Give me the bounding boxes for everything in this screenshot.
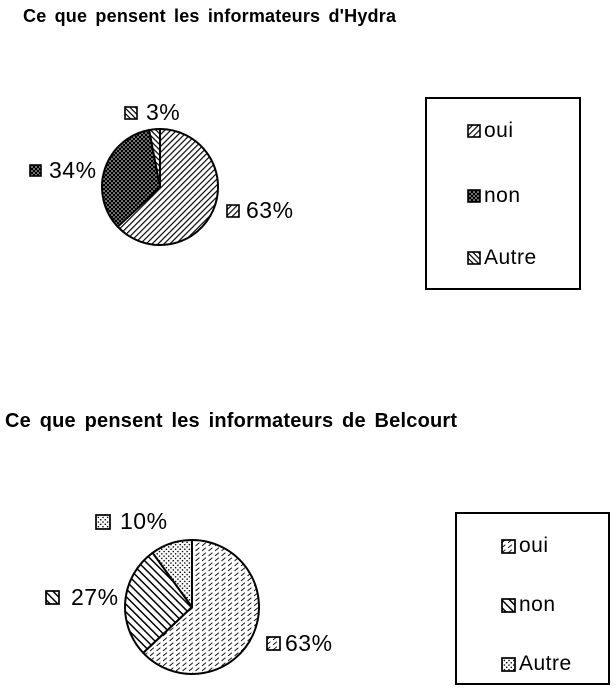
data-label-belcourt-non: 27% (45, 584, 119, 611)
legend-hydra: oui non Autre (425, 97, 581, 290)
legend-item-oui: oui (467, 118, 514, 144)
legend-label: Autre (519, 652, 572, 675)
legend-item-oui: oui (501, 533, 549, 559)
non-swatch-icon (501, 597, 516, 613)
autre-swatch-icon (124, 105, 138, 120)
pie-slice-Autre (148, 128, 161, 188)
pie-slice-Autre (151, 539, 193, 608)
data-label-text: 34% (49, 157, 97, 183)
data-label-hydra-oui: 63% (226, 197, 294, 224)
data-label-text: 63% (246, 197, 294, 223)
chart-title-hydra: Ce que pensent les informateurs d'Hydra (23, 6, 397, 26)
legend-label: Autre (484, 246, 537, 269)
pie-slice-non (101, 129, 161, 228)
non-swatch-icon (45, 590, 60, 605)
oui-swatch-icon (467, 124, 481, 138)
data-label-hydra-non: 34% (29, 157, 97, 184)
data-label-hydra-autre: 3% (124, 99, 180, 126)
pie-chart-belcourt (124, 539, 260, 675)
data-label-text: 10% (120, 508, 168, 534)
legend-item-autre: Autre (501, 651, 572, 677)
data-label-belcourt-autre: 10% (95, 508, 168, 535)
pie-chart-hydra (101, 128, 219, 246)
autre-swatch-icon (501, 656, 516, 672)
legend-label: non (519, 593, 556, 616)
pie-slice-oui (116, 128, 219, 246)
autre-swatch-icon (467, 251, 481, 265)
non-swatch-icon (467, 189, 481, 203)
legend-belcourt: oui non Autre (455, 512, 610, 685)
autre-swatch-icon (95, 513, 111, 530)
legend-item-autre: Autre (467, 245, 537, 271)
chart-title-belcourt: Ce que pensent les informateurs de Belco… (5, 410, 458, 432)
oui-swatch-icon (266, 636, 281, 651)
legend-label: non (484, 184, 521, 207)
data-label-text: 27% (71, 584, 119, 610)
legend-item-non: non (501, 592, 556, 618)
data-label-text: 3% (146, 99, 181, 125)
legend-label: oui (484, 119, 514, 142)
data-label-text: 63% (285, 630, 333, 656)
pie-slice-non (124, 551, 193, 654)
legend-label: oui (519, 534, 549, 557)
legend-item-non: non (467, 183, 521, 209)
data-label-belcourt-oui: 63% (266, 630, 333, 657)
oui-swatch-icon (226, 203, 240, 218)
oui-swatch-icon (501, 538, 516, 554)
non-swatch-icon (29, 164, 42, 177)
pie-slice-oui (142, 539, 260, 675)
